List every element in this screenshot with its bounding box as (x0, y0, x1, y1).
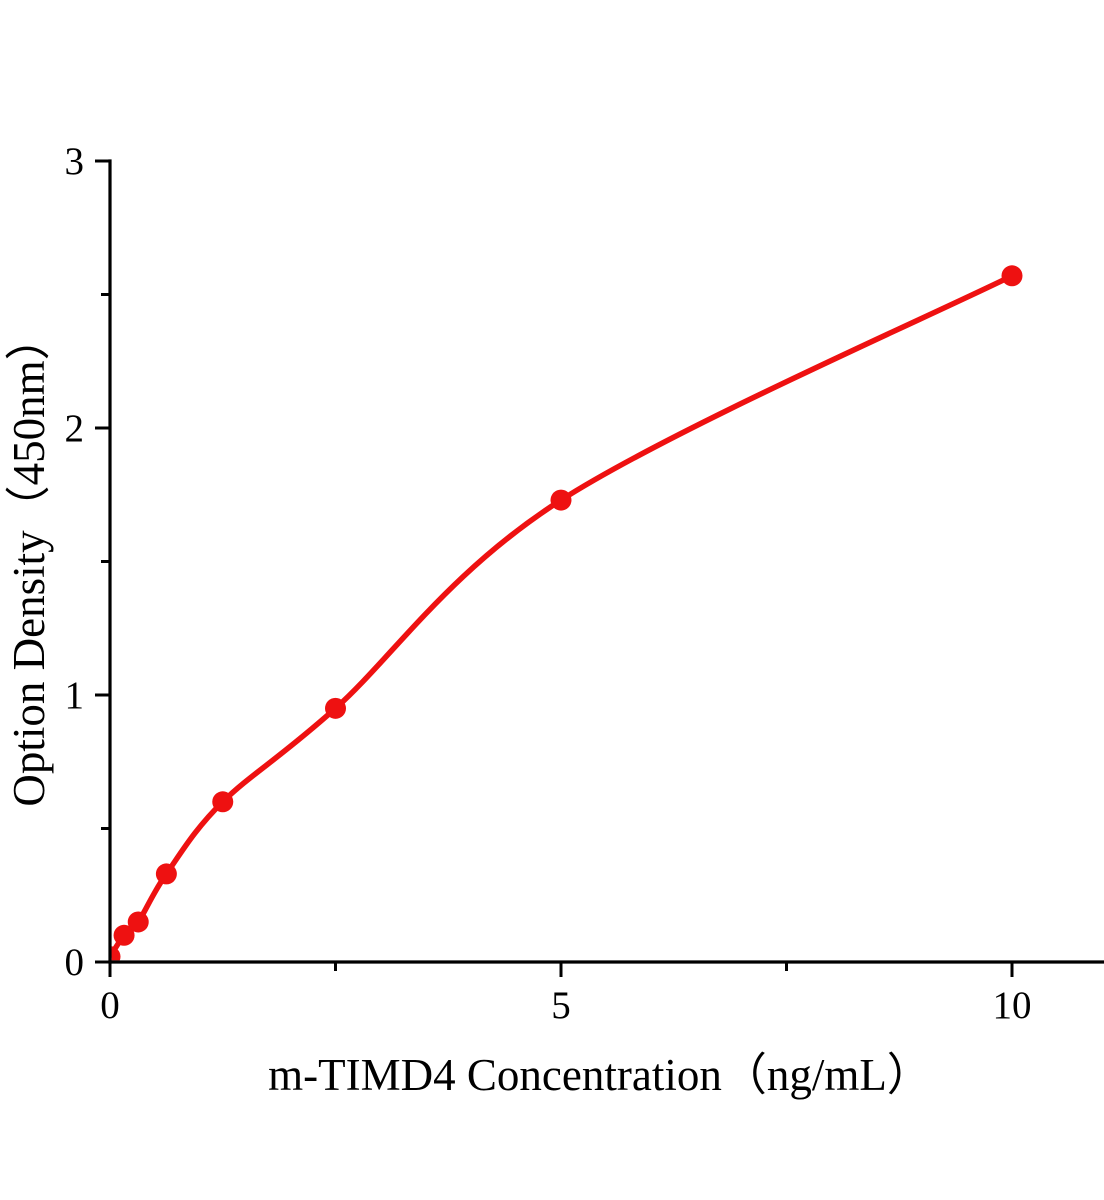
data-point (550, 489, 572, 511)
fit-curve (111, 273, 1014, 959)
data-point (1001, 265, 1023, 287)
y-axis-title: Option Density（450nm） (4, 315, 54, 806)
x-tick-label: 0 (100, 984, 120, 1027)
axes: 0 1 2 3 0 5 10 (65, 140, 1104, 1027)
data-point (111, 946, 121, 961)
x-tick-label: 10 (993, 984, 1032, 1027)
y-tick-label: 0 (65, 941, 85, 984)
y-tick-label: 2 (65, 407, 85, 450)
x-tick-label: 5 (551, 984, 571, 1027)
x-axis-title: m-TIMD4 Concentration（ng/mL） (268, 1050, 932, 1100)
data-point (127, 911, 149, 933)
data-point (325, 697, 346, 719)
y-tick-label: 1 (65, 674, 85, 717)
data-point (113, 924, 135, 946)
plot-area (111, 265, 1023, 961)
data-point (212, 791, 234, 813)
data-point (155, 863, 177, 885)
y-tick-label: 3 (65, 140, 85, 183)
